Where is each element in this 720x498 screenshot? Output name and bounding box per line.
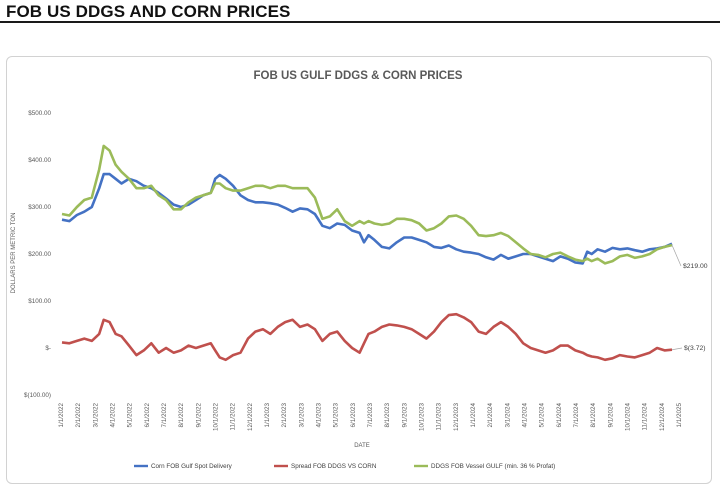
x-tick-label: 2/1/2023 [281, 403, 288, 428]
x-tick-label: 4/1/2024 [522, 403, 529, 428]
x-tick-label: 8/1/2024 [590, 403, 597, 428]
end-label-leader [672, 348, 682, 350]
x-tick-label: 1/1/2024 [470, 403, 477, 428]
axes: $500.00 $400.00 $300.00 $200.00 $100.00 $- $(1… [24, 110, 683, 431]
y-tick-label: $400.00 [28, 157, 51, 164]
x-tick-label: 7/1/2024 [573, 403, 580, 428]
x-tick-label: 6/1/2022 [144, 403, 151, 428]
x-tick-label: 5/1/2023 [333, 403, 340, 428]
x-tick-label: 10/1/2023 [419, 403, 426, 432]
y-tick-label: $100.00 [28, 298, 51, 305]
x-tick-label: 8/1/2023 [384, 403, 391, 428]
x-tick-label: 12/1/2022 [247, 403, 254, 432]
x-tick-label: 7/1/2022 [161, 403, 168, 428]
x-tick-label: 3/1/2024 [504, 403, 511, 428]
y-tick-label: $500.00 [28, 110, 51, 117]
x-tick-label: 11/1/2023 [436, 403, 443, 431]
x-tick-label: 6/1/2024 [556, 403, 563, 428]
y-tick-label: $(100.00) [24, 392, 51, 399]
x-tick-label: 5/1/2022 [127, 403, 134, 428]
x-tick-label: 10/1/2022 [213, 403, 220, 432]
y-tick-label: $300.00 [28, 204, 51, 211]
y-tick-label: $- [45, 345, 51, 352]
x-tick-label: 4/1/2022 [110, 403, 117, 428]
y-axis-label: DOLLARS PER METRIC TON [11, 213, 17, 294]
series-line-3 [62, 146, 672, 264]
x-tick-label: 4/1/2023 [316, 403, 323, 428]
x-tick-label: 10/1/2024 [625, 403, 632, 432]
x-tick-label: 2/1/2022 [75, 403, 82, 428]
x-tick-label: 2/1/2024 [487, 403, 494, 428]
chart-title: FOB US GULF DDGS & CORN PRICES [254, 70, 463, 82]
x-tick-label: 7/1/2023 [367, 403, 374, 428]
x-tick-label: 8/1/2022 [178, 403, 185, 428]
x-tick-label: 3/1/2023 [298, 403, 305, 428]
legend-label-3: DDGS FOB Vessel GULF (min. 36 % Profat) [431, 463, 555, 470]
series-group [62, 146, 672, 360]
x-tick-label: 6/1/2023 [350, 403, 357, 428]
x-tick-label: 1/1/2025 [676, 403, 683, 428]
x-tick-label: 9/1/2023 [401, 403, 408, 428]
x-tick-label: 11/1/2024 [642, 403, 649, 431]
x-tick-label: 3/1/2022 [92, 403, 99, 428]
x-axis-label: DATE [354, 443, 370, 449]
y-tick-label: $200.00 [28, 251, 51, 258]
x-tick-label: 5/1/2024 [539, 403, 546, 428]
x-tick-label: 1/1/2023 [264, 403, 271, 428]
end-labels: $219.00 $(3.72) [672, 245, 708, 352]
x-tick-label: 9/1/2024 [607, 403, 614, 428]
end-label-leader [672, 245, 681, 266]
end-label: $(3.72) [684, 345, 706, 352]
legend-label-1: Corn FOB Gulf Spot Delivery [151, 463, 233, 470]
x-tick-label: 1/1/2022 [58, 403, 65, 428]
legend-label-2: Spread FOB DDGS VS CORN [291, 463, 377, 470]
price-chart: FOB US GULF DDGS & CORN PRICES DOLLARS P… [0, 0, 720, 498]
end-label: $219.00 [683, 263, 708, 270]
x-tick-label: 12/1/2024 [659, 403, 666, 432]
x-tick-label: 11/1/2022 [230, 403, 237, 431]
x-tick-label: 12/1/2023 [453, 403, 460, 432]
legend: Corn FOB Gulf Spot Delivery Spread FOB DD… [134, 463, 555, 470]
series-line-2 [62, 314, 672, 360]
x-tick-label: 9/1/2022 [195, 403, 202, 428]
